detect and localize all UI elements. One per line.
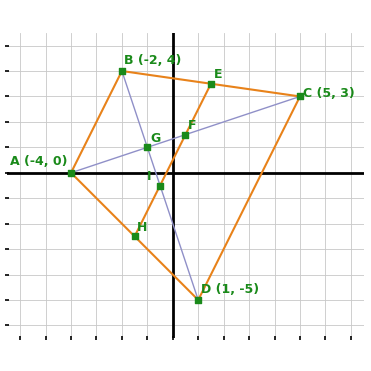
Text: F: F <box>188 119 197 132</box>
Text: B (-2, 4): B (-2, 4) <box>124 54 182 67</box>
Point <box>297 93 303 99</box>
Point <box>208 81 214 87</box>
Point <box>119 68 125 74</box>
Point <box>132 233 138 239</box>
Point <box>195 297 201 303</box>
Text: E: E <box>213 68 222 81</box>
Point <box>68 170 74 176</box>
Text: D (1, -5): D (1, -5) <box>201 283 259 296</box>
Text: I: I <box>147 170 152 183</box>
Text: C (5, 3): C (5, 3) <box>302 88 354 101</box>
Point <box>183 132 188 138</box>
Point <box>157 183 163 188</box>
Text: G: G <box>150 132 160 145</box>
Point <box>144 144 150 150</box>
Text: H: H <box>137 221 148 234</box>
Text: A (-4, 0): A (-4, 0) <box>10 155 67 168</box>
